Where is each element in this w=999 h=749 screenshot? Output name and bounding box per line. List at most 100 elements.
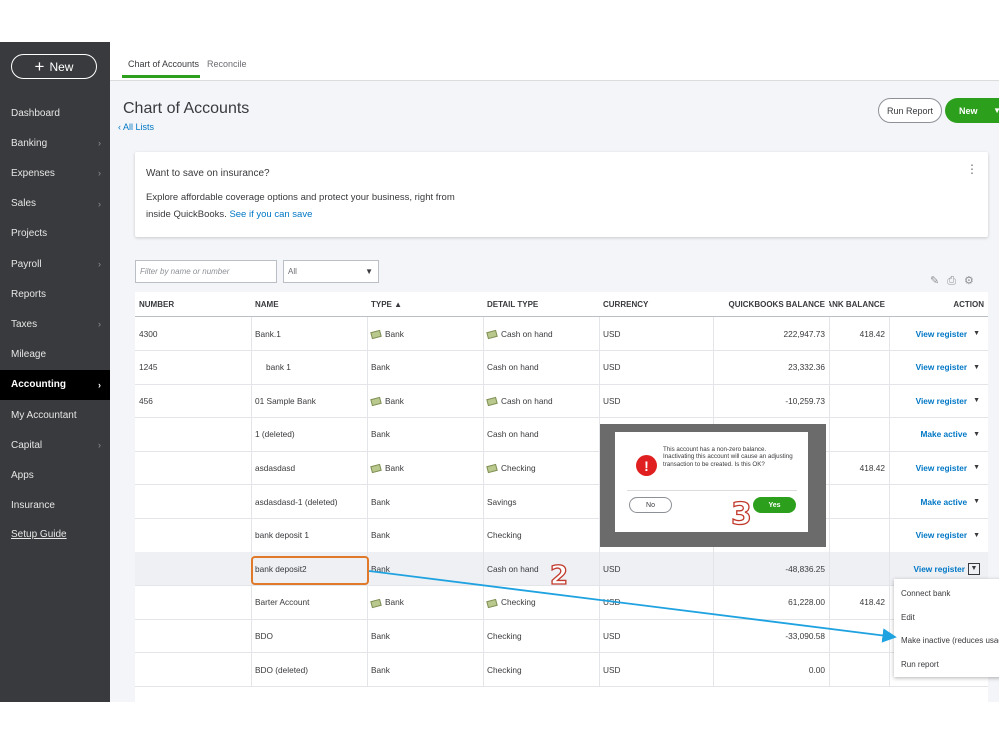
cell-type: Bank — [367, 586, 483, 619]
action-dropdown-menu: Connect bank Edit Make inactive (reduces u… — [894, 579, 999, 677]
column-divider — [367, 485, 368, 518]
insurance-promo-card: Want to save on insurance? Explore affor… — [135, 152, 988, 237]
column-divider — [251, 384, 252, 418]
column-header[interactable]: NAME — [255, 299, 279, 309]
table-row[interactable]: 1 (deleted) Bank Cash on hand Make active ▼ — [135, 417, 988, 452]
edit-pencil-icon[interactable]: ✎ — [930, 275, 940, 287]
sidebar-item-my-accountant[interactable]: My Accountant — [0, 400, 110, 430]
chevron-down-icon[interactable]: ▼ — [973, 430, 980, 438]
menu-item-connect[interactable]: Connect bank — [901, 589, 951, 598]
column-header[interactable]: CURRENCY — [603, 299, 649, 309]
sidebar-item-reports[interactable]: Reports — [0, 279, 110, 309]
active-tab-indicator — [122, 75, 200, 78]
sidebar-item-label: Capital — [11, 439, 43, 451]
promo-text: Explore affordable coverage options and … — [146, 192, 455, 220]
chevron-down-icon[interactable]: ▼ — [973, 531, 980, 539]
table-row[interactable]: 456 01 Sample Bank Bank Cash on hand USD -10,… — [135, 384, 988, 419]
cell-text: Bank — [385, 328, 404, 339]
sidebar-item-setup-guide[interactable]: Setup Guide — [0, 519, 110, 549]
column-divider — [713, 350, 714, 384]
column-header[interactable]: QUICKBOOKS BALANCE — [728, 299, 825, 309]
all-lists-link[interactable]: ‹ All Lists — [118, 122, 155, 132]
sidebar-item-dashboard[interactable]: Dashboard — [0, 98, 110, 128]
column-divider — [889, 653, 890, 686]
sidebar-item-payroll[interactable]: Payroll › — [0, 249, 110, 279]
column-divider — [599, 317, 600, 350]
new-account-button[interactable]: New ▼ — [945, 98, 999, 123]
cell-number — [135, 418, 251, 451]
chevron-down-icon[interactable]: ▼ — [973, 330, 980, 337]
run-report-button[interactable]: Run Report — [878, 98, 942, 123]
print-icon[interactable]: ⎙ — [947, 275, 957, 287]
column-divider — [829, 317, 830, 350]
sidebar-item-insurance[interactable]: Insurance — [0, 491, 110, 521]
sidebar-item-label: Expenses — [11, 167, 55, 179]
cell-text: bank deposit2 — [255, 563, 307, 574]
table-row[interactable]: BDO Bank Checking USD -33,090.58 — [135, 619, 988, 654]
new-button[interactable]: + New — [11, 54, 97, 79]
sidebar-item-projects[interactable]: Projects — [0, 219, 110, 249]
cell-name: Bank.1 — [251, 317, 367, 350]
action-link[interactable]: View register — [913, 563, 966, 574]
sidebar-item-apps[interactable]: Apps — [0, 460, 110, 490]
column-divider — [251, 317, 252, 350]
column-header[interactable]: TYPE ▲ — [371, 299, 403, 309]
menu-item-edit[interactable]: Edit — [901, 612, 915, 622]
chevron-down-icon[interactable]: ▼ — [968, 562, 980, 575]
more-options-icon[interactable]: ⋮ — [966, 162, 978, 176]
action-link[interactable]: View register — [915, 328, 968, 339]
chevron-down-icon[interactable]: ▼ — [973, 464, 980, 472]
sidebar-item-mileage[interactable]: Mileage — [0, 340, 110, 370]
tab-reconcile[interactable]: Reconcile — [207, 59, 247, 69]
type-filter-select[interactable]: All ▼ — [283, 260, 379, 283]
sidebar-item-banking[interactable]: Banking › — [0, 128, 110, 158]
table-row[interactable]: 1245 bank 1 Bank Cash on hand USD 23,332.36 Vi… — [135, 350, 988, 385]
table-row[interactable]: asdasdasd-1 (deleted) Bank Savings Make act… — [135, 485, 988, 519]
sidebar-item-accounting[interactable]: Accounting › — [0, 369, 110, 400]
cell-detail: Checking — [483, 653, 599, 686]
column-header[interactable]: ACTION — [953, 299, 984, 309]
dialog-yes-button[interactable]: Yes — [753, 497, 796, 513]
column-header[interactable]: BANK BALANCE — [829, 299, 885, 309]
tab-chart-of-accounts[interactable]: Chart of Accounts — [128, 59, 200, 69]
column-divider — [599, 451, 600, 485]
column-divider — [889, 451, 890, 485]
cell-text: Bank — [371, 362, 390, 373]
bank-feed-icon — [487, 599, 497, 606]
chevron-down-icon[interactable]: ▼ — [993, 106, 999, 115]
column-divider — [251, 585, 252, 619]
action-link[interactable]: Make active — [920, 429, 968, 440]
sidebar-item-capital[interactable]: Capital › — [0, 430, 110, 460]
table-row[interactable]: asdasdasd Bank Checking 418.42 View register… — [135, 451, 988, 486]
column-divider — [367, 585, 368, 619]
sidebar-item-expenses[interactable]: Expenses › — [0, 158, 110, 188]
action-link[interactable]: View register — [915, 462, 968, 473]
filter-search-input[interactable]: Filter by name or number — [135, 260, 277, 283]
chevron-down-icon[interactable]: ▼ — [973, 363, 980, 371]
chevron-down-icon[interactable]: ▼ — [973, 397, 980, 405]
dialog-no-button[interactable]: No — [629, 497, 672, 513]
cell-name: asdasdasd — [251, 451, 367, 484]
cell-action: Make active ▼ — [889, 485, 988, 518]
bank-feed-icon — [487, 330, 497, 337]
table-row[interactable]: bank deposit 1 Bank Checking View register ▼ — [135, 518, 988, 553]
action-link[interactable]: View register — [915, 362, 968, 373]
chevron-down-icon[interactable]: ▼ — [973, 498, 980, 505]
action-link[interactable]: View register — [915, 395, 968, 406]
table-row[interactable]: 4300 Bank.1 Bank Cash on hand USD 222,947.73 4… — [135, 317, 988, 351]
action-link[interactable]: Make active — [920, 496, 968, 507]
table-row[interactable]: BDO (deleted) Bank Checking USD 0.00 — [135, 653, 988, 687]
column-divider — [829, 653, 830, 686]
gear-icon[interactable]: ⚙ — [964, 275, 974, 287]
menu-item-run[interactable]: Run report — [901, 659, 939, 669]
column-header[interactable]: DETAIL TYPE — [487, 299, 539, 309]
sidebar-item-taxes[interactable]: Taxes › — [0, 309, 110, 339]
chevron-right-icon: › — [98, 259, 101, 269]
promo-link[interactable]: See if you can save — [229, 209, 313, 220]
cell-text: Checking — [501, 597, 536, 608]
menu-item-make[interactable]: Make inactive (reduces usage) — [901, 636, 999, 645]
sidebar-item-sales[interactable]: Sales › — [0, 189, 110, 219]
cell-text: 1245 — [139, 362, 158, 373]
action-link[interactable]: View register — [915, 530, 968, 541]
column-header[interactable]: NUMBER — [139, 299, 175, 309]
